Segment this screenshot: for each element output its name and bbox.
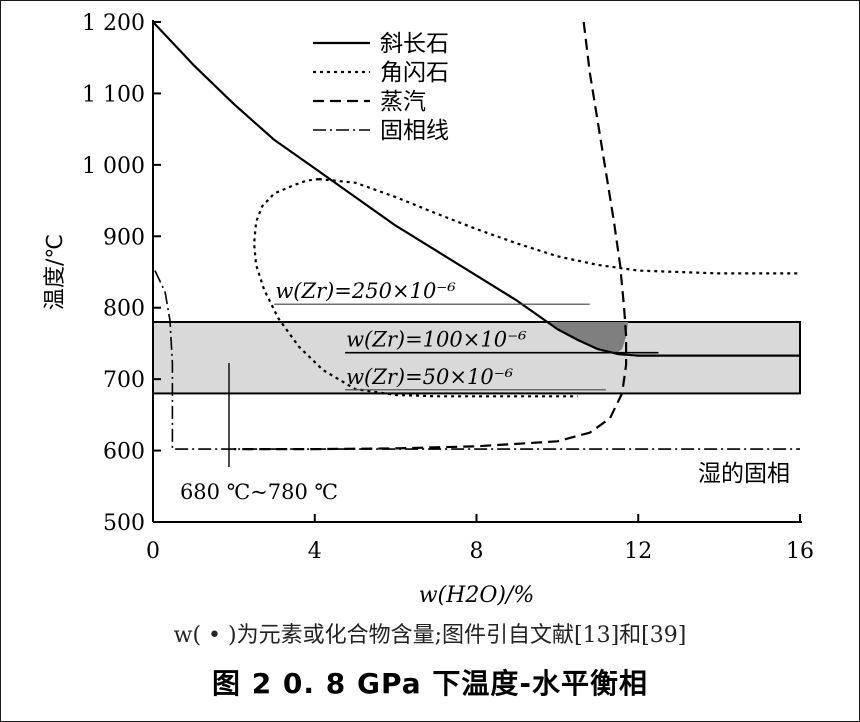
legend-label-4: 固相线 xyxy=(380,118,449,144)
band-label: 680 ℃~780 ℃ xyxy=(180,480,338,504)
y-tick-label: 800 xyxy=(103,297,145,322)
figure-note: w( • )为元素或化合物含量;图件引自文献[13]和[39] xyxy=(173,623,687,648)
series-line-2 xyxy=(253,178,800,398)
legend-label-2: 角闪石 xyxy=(380,60,449,86)
series-line-3 xyxy=(233,21,628,451)
y-tick-label: 1 000 xyxy=(82,154,145,179)
y-tick-label: 500 xyxy=(103,511,145,536)
x-axis-label: w(H2O)/% xyxy=(419,583,535,608)
overlap-shaded-region xyxy=(545,322,629,354)
legend-label-1: 斜长石 xyxy=(380,31,449,57)
y-axis-label: 温度/℃ xyxy=(43,234,68,310)
x-tick-label: 16 xyxy=(786,539,814,564)
x-tick-label: 0 xyxy=(146,539,160,564)
series-line-1 xyxy=(152,21,800,357)
y-tick-label: 600 xyxy=(103,440,145,465)
legend-label-3: 蒸汽 xyxy=(380,89,426,115)
zr-label-1: w(Zr)=250×10⁻⁶ xyxy=(275,279,456,303)
y-tick-label: 900 xyxy=(103,225,145,250)
x-tick-label: 4 xyxy=(308,539,322,564)
wet-solidus-label: 湿的固相 xyxy=(698,461,790,487)
phase-diagram-chart: w(Zr)=250×10⁻⁶ w(Zr)=100×10⁻⁶ w(Zr)=50×10⁻… xyxy=(43,11,814,608)
temperature-band xyxy=(152,321,801,395)
zr-label-2: w(Zr)=100×10⁻⁶ xyxy=(346,328,527,352)
figure-caption: 图 2 0. 8 GPa 下温度-水平衡相 xyxy=(211,667,649,700)
series-line-4 xyxy=(154,270,800,450)
x-tick-label: 8 xyxy=(470,539,484,564)
x-tick-label: 12 xyxy=(624,539,652,564)
zr-label-3: w(Zr)=50×10⁻⁶ xyxy=(346,365,514,389)
y-tick-label: 1 200 xyxy=(82,11,145,36)
y-tick-label: 1 100 xyxy=(82,82,145,107)
y-tick-label: 700 xyxy=(103,368,145,393)
